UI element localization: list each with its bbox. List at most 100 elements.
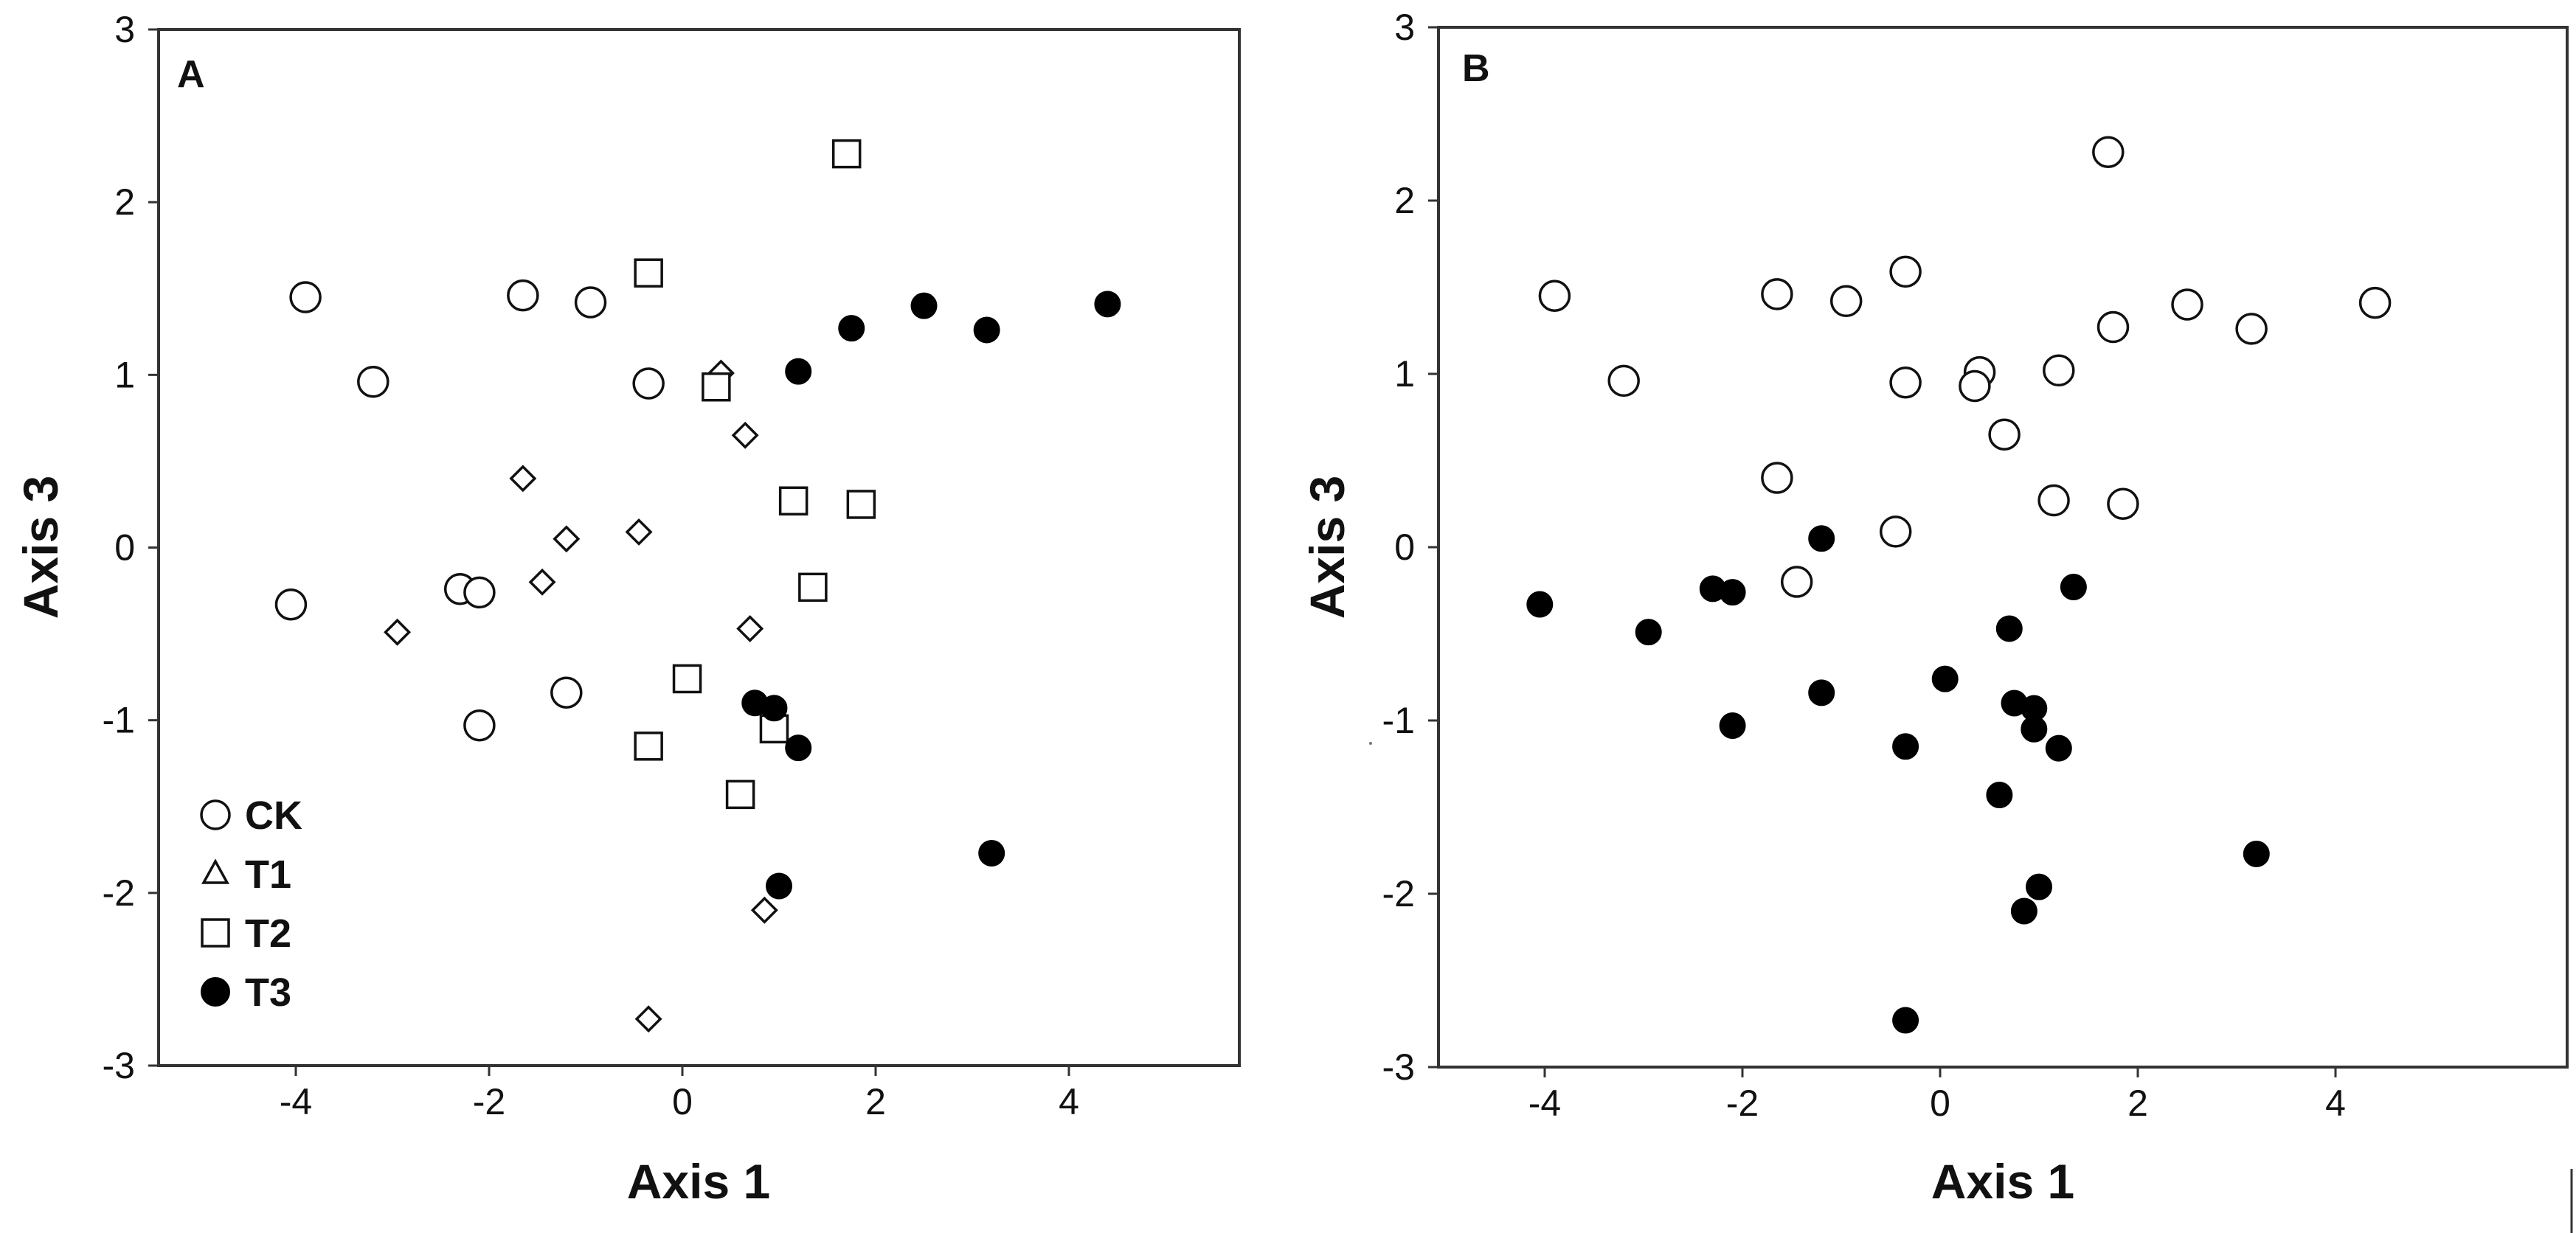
panel-a-plot-frame [157, 28, 1241, 1067]
legend-t2-label: T2 [245, 911, 291, 956]
panel-b-series-0-point [2043, 354, 2075, 387]
panel-a-t1-point [528, 568, 556, 596]
legend-t1-label: T1 [245, 852, 291, 897]
panel-a-t3-point [761, 695, 788, 722]
panel-b-series-1-point [1892, 1007, 1919, 1034]
panel-b-series-0-point [2171, 288, 2203, 321]
stray-dot-mark [1369, 742, 1372, 745]
panel-a-x-axis-title: Axis 1 [627, 1154, 770, 1209]
panel-b-series-0-point [2235, 313, 2268, 345]
panel-a-y-axis-title: Axis 3 [13, 476, 68, 619]
panel-a-x-tick-label: 2 [865, 1081, 886, 1122]
panel-b-series-0-point [2107, 487, 2139, 520]
panel-b-series-1-point [2060, 574, 2087, 601]
panel-a-t2-point [778, 486, 809, 516]
panel-b-y-tick-label: 2 [1394, 180, 1415, 221]
panel-b-series-1-point [1719, 712, 1746, 740]
panel-b-series-0-point [1889, 255, 1922, 288]
panel-b-x-tick-label: -2 [1726, 1083, 1759, 1124]
panel-a-t1-point [750, 896, 778, 924]
panel-a-ck-point [632, 367, 665, 400]
panel-b-series-0-point [1879, 515, 1912, 548]
panel-a-legend: CK T1 T2 T3 [200, 793, 302, 1015]
panel-a-t1-point [509, 465, 537, 493]
panel-b-series-1-point [1931, 665, 1959, 692]
panel-b-series-0-point [1761, 462, 1793, 494]
panel-a-t1-point [384, 618, 412, 646]
legend-t3-marker [201, 977, 230, 1007]
panel-a-points [274, 139, 1121, 1033]
panel-b-series-1-point [1526, 591, 1554, 618]
legend-ck-label: CK [245, 793, 302, 838]
panel-a-t2-point [634, 732, 663, 761]
panel-b-y-axis-title: Axis 3 [1300, 476, 1354, 619]
panel-a-y-tick-label: 0 [114, 527, 135, 569]
panel-b-x-tick-label: 2 [2127, 1083, 2148, 1124]
panel-a-ck-point [357, 365, 389, 398]
panel-b-series-1-point [1808, 525, 1835, 552]
panel-b-series-1-point [2010, 897, 2037, 925]
panel-a-t3-point [838, 315, 865, 342]
panel-a-t2-point [798, 572, 828, 602]
legend-t2-marker [201, 918, 230, 948]
panel-b-series-0-point [1889, 367, 1922, 399]
panel-b-y-tick-label: -3 [1382, 1046, 1415, 1088]
panel-a-t2-point [831, 139, 862, 169]
panel-b-y-tick-label: -2 [1382, 873, 1415, 914]
panel-a-t2-point [672, 664, 702, 694]
panel-b-series-1-point [2021, 715, 2048, 743]
panel-a-t3-point [978, 839, 1005, 866]
panel-b-series-0-point [1538, 279, 1571, 312]
panel-a-x-tick-label: -4 [280, 1081, 312, 1122]
panel-a-y-tick-label: 3 [114, 9, 135, 50]
panel-a-ck-point [289, 281, 322, 313]
panel-a-ck-point [507, 279, 539, 312]
panel-b-plot-frame [1437, 26, 2569, 1069]
panel-b-y-tick-label: 0 [1394, 527, 1415, 568]
panel-a-t3-point [910, 292, 938, 319]
panel-b-series-1-point [1808, 679, 1835, 706]
panel-b-series-1-point [1892, 733, 1919, 760]
panel-a: -4 -2 0 2 4 -3 -2 -1 0 1 2 3 A Axis 1 Axis 3 CK T1 T2… [13, 9, 1241, 1209]
panel-a-x-tick-label: 4 [1059, 1081, 1079, 1122]
panel-a-t3-point [785, 734, 812, 762]
panel-a-t1-point [553, 525, 581, 553]
panel-a-t2-point [702, 372, 731, 402]
panel-b-series-1-point [2026, 873, 2052, 900]
panel-b-series-0-point [2037, 484, 2070, 517]
panel-a-t3-point [973, 316, 1000, 344]
panel-b-series-0-point [2358, 286, 2392, 319]
panel-a-x-tick-label: 0 [672, 1081, 693, 1122]
panel-b-y-tick-label: 1 [1394, 353, 1415, 395]
panel-a-y-tick-label: -2 [103, 872, 135, 914]
panel-b-ticks: -4 -2 0 2 4 -3 -2 -1 0 1 2 3 [1382, 7, 2346, 1124]
panel-b-series-1-point [1635, 619, 1662, 646]
panel-b-label: B [1462, 47, 1490, 90]
panel-a-x-tick-label: -2 [473, 1081, 505, 1122]
panel-b-x-tick-label: 0 [1930, 1083, 1950, 1124]
panel-a-t1-point [736, 615, 764, 643]
panel-a-y-tick-label: -1 [103, 700, 135, 741]
panel-a-t1-point [731, 421, 759, 449]
panel-b-series-1-point [1719, 579, 1746, 606]
panel-b-points [1526, 136, 2392, 1034]
panel-b: -4 -2 0 2 4 -3 -2 -1 0 1 2 3 B Axis 1 Axis 3 [1300, 7, 2569, 1209]
panel-b-x-tick-label: 4 [2325, 1083, 2346, 1124]
legend-t1-marker [201, 858, 229, 884]
panel-b-series-1-point [2243, 840, 2270, 867]
panel-b-x-axis-title: Axis 1 [1931, 1154, 2074, 1209]
panel-a-y-tick-label: -3 [103, 1045, 135, 1086]
panel-b-y-tick-label: -1 [1382, 700, 1415, 741]
panel-b-y-tick-label: 3 [1394, 7, 1415, 48]
panel-a-y-tick-label: 2 [114, 181, 135, 223]
panel-a-t1-point [634, 1005, 662, 1033]
panel-a-ck-point [550, 676, 583, 709]
panel-b-series-0-point [1761, 278, 1793, 310]
panel-b-series-1-point [1986, 782, 2013, 809]
panel-b-series-0-point [1829, 285, 1863, 318]
panel-a-t2-point [725, 779, 755, 810]
panel-a-ck-point [463, 709, 496, 742]
legend-t3-label: T3 [245, 970, 291, 1015]
panel-a-t3-point [1094, 291, 1121, 318]
panel-b-series-1-point [2045, 734, 2072, 762]
